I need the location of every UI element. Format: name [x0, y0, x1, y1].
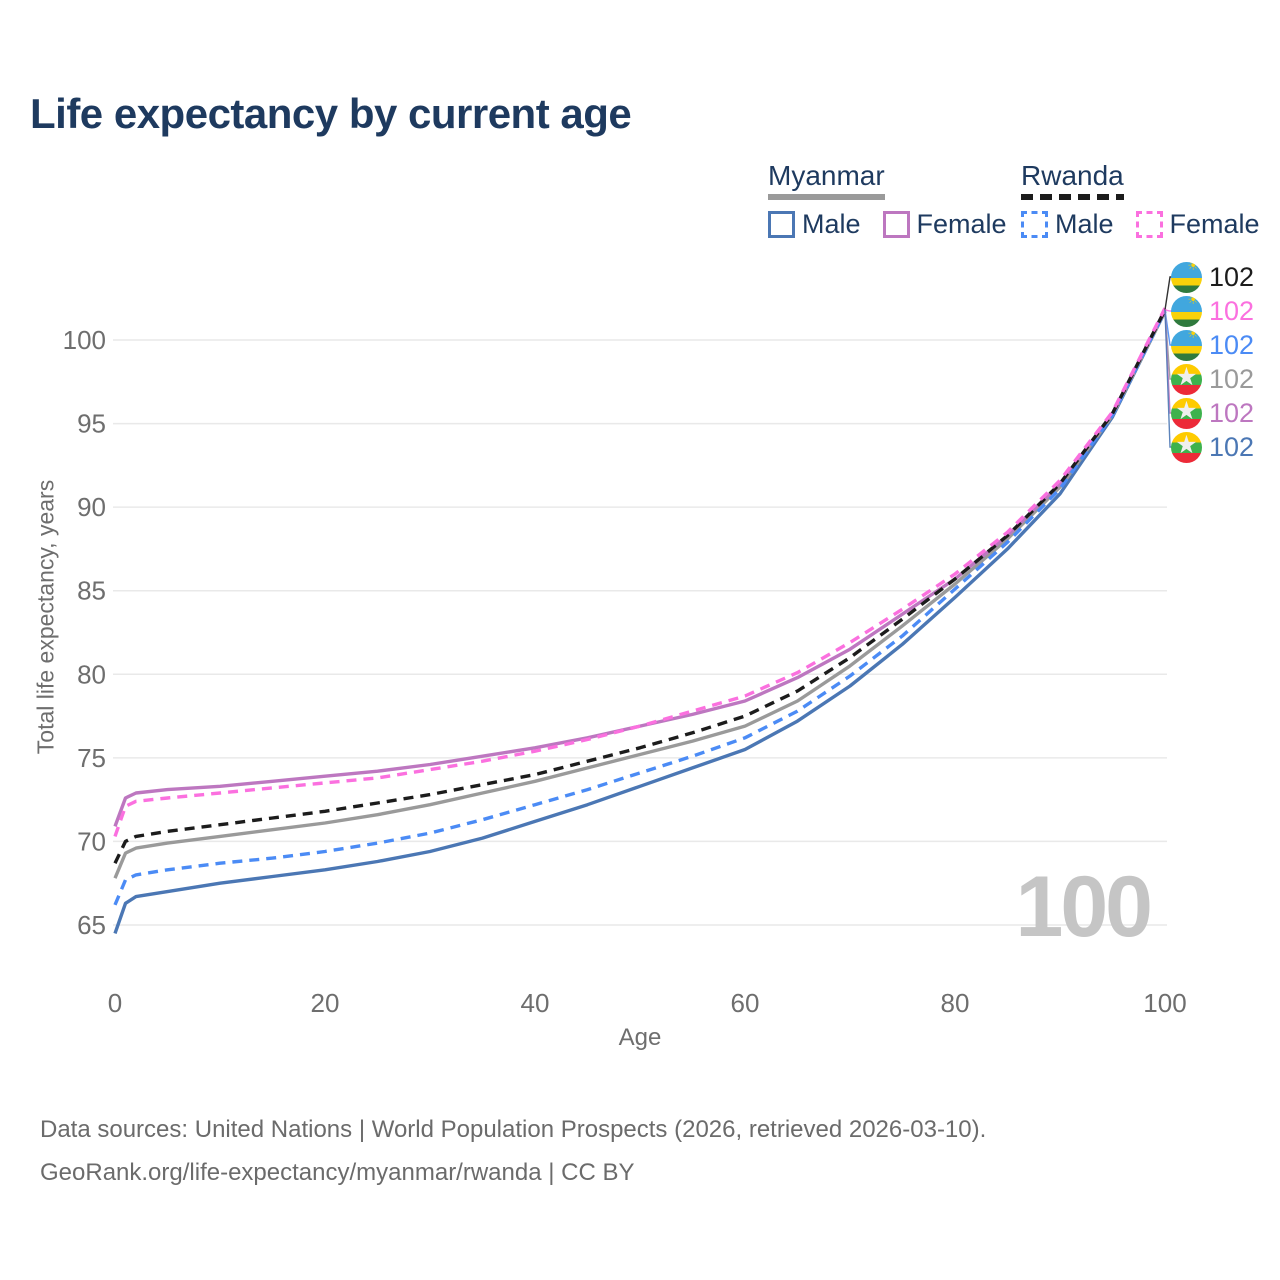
rwanda-flag-icon: ☀	[1171, 261, 1202, 293]
y-tick-label: 100	[63, 325, 106, 355]
end-value: 102	[1209, 363, 1255, 394]
x-tick-label: 20	[311, 988, 340, 1018]
y-axis-title: Total life expectancy, years	[32, 479, 59, 755]
x-tick-label: 100	[1143, 988, 1186, 1018]
myanmar-star-icon: ★	[1175, 431, 1198, 459]
end-value: 102	[1209, 397, 1255, 428]
legend-header-myanmar[interactable]: Myanmar	[768, 160, 885, 200]
legend-item-label: Female	[1169, 209, 1260, 239]
rwanda-flag-icon: ☀	[1171, 295, 1202, 327]
series-line-rwanda-both-sexes	[113, 309, 1167, 864]
data-source-footer: Data sources: United Nations | World Pop…	[40, 1108, 986, 1194]
legend-item-label: Male	[1055, 209, 1114, 239]
series-line-myanmar-male	[113, 310, 1167, 934]
legend-header-rwanda[interactable]: Rwanda	[1021, 160, 1124, 200]
legend-group-rwanda: Rwanda Male Female	[1021, 160, 1260, 240]
end-value: 102	[1209, 431, 1255, 462]
rwanda-male-swatch-icon	[1021, 211, 1048, 238]
legend-group-myanmar: Myanmar Male Female	[768, 160, 1007, 240]
y-tick-label: 70	[77, 826, 106, 856]
myanmar-female-swatch-icon	[882, 211, 910, 238]
myanmar-flag-icon: ★	[1171, 397, 1202, 429]
end-value-labels: ☀ 102 ☀ 102 ☀ 102 ★ 102 ★ 102 ★ 102	[1171, 260, 1254, 464]
legend-country-label: Rwanda	[1021, 160, 1124, 191]
myanmar-flag-icon: ★	[1171, 431, 1202, 463]
y-tick-label: 80	[77, 659, 106, 689]
end-value: 102	[1209, 329, 1255, 360]
rwanda-sun-icon: ☀	[1187, 329, 1199, 341]
myanmar-solid-line-swatch	[768, 194, 885, 200]
series-line-rwanda-male	[113, 310, 1167, 906]
y-tick-label: 85	[77, 576, 106, 606]
x-tick-label: 40	[521, 988, 550, 1018]
legend-item-label: Female	[916, 209, 1007, 239]
end-label-rwanda-total: ☀ 102	[1171, 260, 1254, 294]
legend-items-rwanda: Male Female	[1021, 209, 1260, 240]
legend-items-myanmar: Male Female	[768, 209, 1007, 240]
series-line-rwanda-female	[113, 307, 1167, 837]
end-value: 102	[1209, 261, 1255, 292]
rwanda-sun-icon: ☀	[1187, 295, 1199, 307]
legend-item-myanmar-male[interactable]: Male	[768, 209, 861, 240]
end-label-myanmar-total: ★ 102	[1171, 362, 1254, 396]
legend-country-label: Myanmar	[768, 160, 885, 191]
myanmar-male-swatch-icon	[768, 211, 795, 238]
y-tick-label: 65	[77, 910, 106, 940]
legend-item-rwanda-female[interactable]: Female	[1135, 209, 1260, 240]
myanmar-star-icon: ★	[1175, 363, 1198, 391]
rwanda-sun-icon: ☀	[1187, 261, 1199, 273]
series-line-myanmar-both-sexes	[113, 310, 1167, 879]
legend-item-myanmar-female[interactable]: Female	[882, 209, 1007, 240]
age-watermark: 100	[1015, 859, 1154, 955]
end-label-rwanda-male: ☀ 102	[1171, 328, 1254, 362]
x-axis-title: Age	[618, 1024, 662, 1051]
legend-item-rwanda-male[interactable]: Male	[1021, 209, 1114, 240]
y-tick-label: 95	[77, 409, 106, 439]
myanmar-flag-icon: ★	[1171, 363, 1202, 395]
end-label-rwanda-female: ☀ 102	[1171, 294, 1254, 328]
y-tick-label: 90	[77, 492, 106, 522]
x-tick-label: 0	[108, 988, 122, 1018]
myanmar-star-icon: ★	[1175, 397, 1198, 425]
end-label-myanmar-female: ★ 102	[1171, 396, 1254, 430]
footer-line-2: GeoRank.org/life-expectancy/myanmar/rwan…	[40, 1159, 635, 1186]
x-tick-label: 60	[731, 988, 760, 1018]
rwanda-female-swatch-icon	[1135, 211, 1163, 238]
page-title: Life expectancy by current age	[30, 90, 632, 137]
y-tick-label: 75	[77, 743, 106, 773]
rwanda-dashed-line-swatch	[1021, 194, 1124, 200]
x-tick-label: 80	[941, 988, 970, 1018]
legend-item-label: Male	[802, 209, 861, 239]
rwanda-flag-icon: ☀	[1171, 329, 1202, 361]
footer-line-1: Data sources: United Nations | World Pop…	[40, 1116, 987, 1143]
end-label-myanmar-male: ★ 102	[1171, 430, 1254, 464]
end-value: 102	[1209, 295, 1255, 326]
